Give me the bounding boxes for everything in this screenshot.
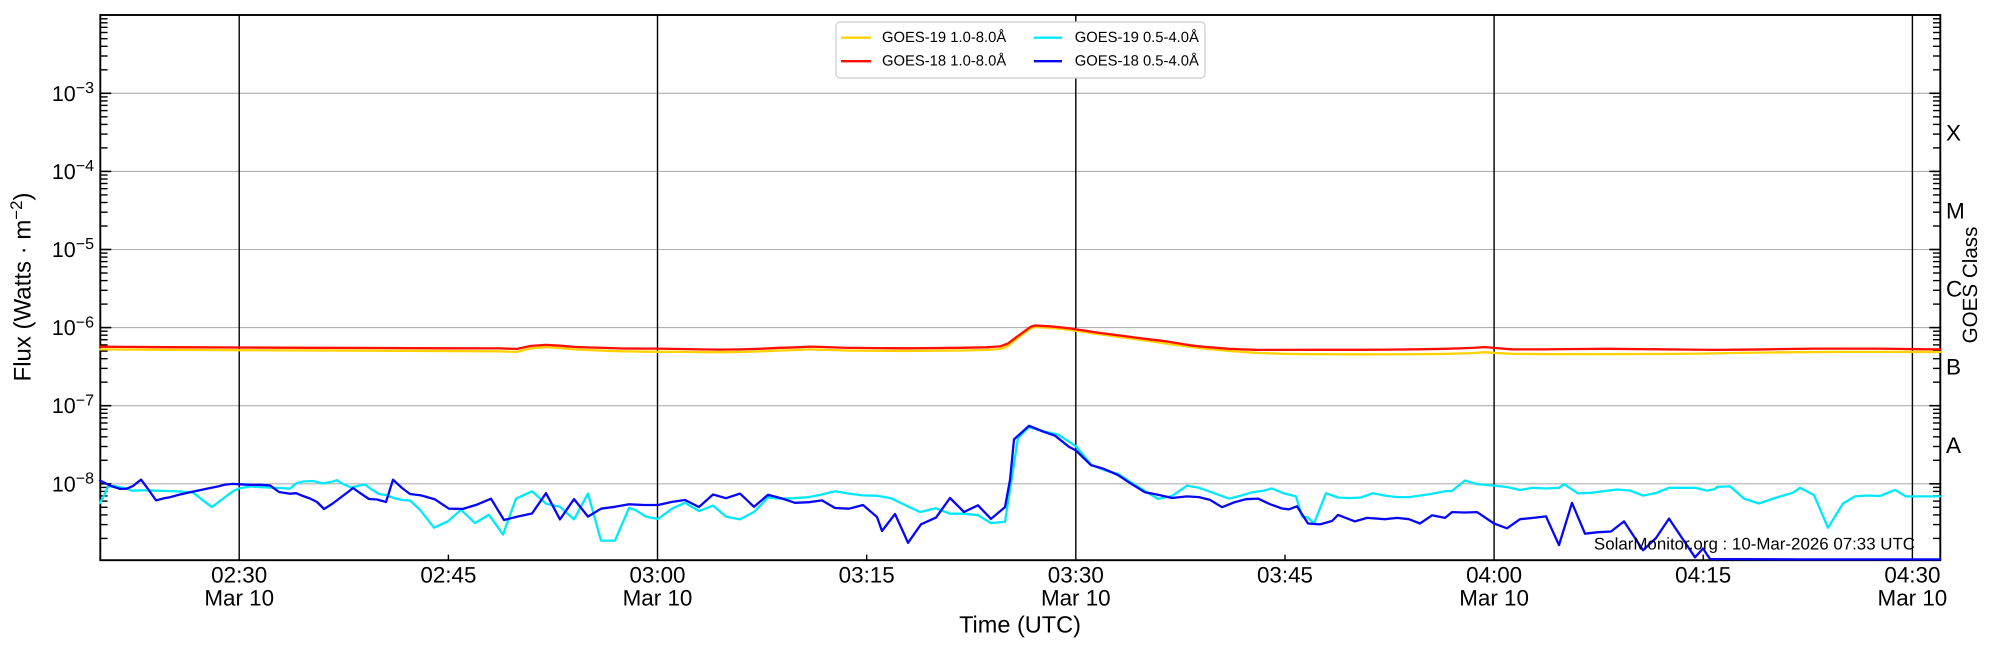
svg-text:A: A (1946, 433, 1961, 458)
svg-text:GOES-18 0.5-4.0Å: GOES-18 0.5-4.0Å (1075, 52, 1199, 69)
svg-text:M: M (1946, 199, 1965, 224)
svg-text:Mar 10: Mar 10 (204, 586, 274, 611)
svg-text:GOES-19 1.0-8.0Å: GOES-19 1.0-8.0Å (882, 29, 1006, 46)
svg-text:Mar 10: Mar 10 (623, 586, 693, 611)
svg-text:GOES Class: GOES Class (1959, 227, 1982, 344)
svg-text:SolarMonitor.org : 10-Mar-2026: SolarMonitor.org : 10-Mar-2026 07:33 UTC (1594, 535, 1915, 554)
svg-text:04:15: 04:15 (1675, 562, 1731, 587)
svg-text:B: B (1946, 355, 1961, 380)
svg-text:GOES-19 0.5-4.0Å: GOES-19 0.5-4.0Å (1075, 29, 1199, 46)
svg-text:10−7: 10−7 (52, 392, 94, 418)
svg-text:Mar 10: Mar 10 (1878, 586, 1948, 611)
svg-text:GOES-18 1.0-8.0Å: GOES-18 1.0-8.0Å (882, 52, 1006, 69)
svg-text:03:15: 03:15 (839, 562, 895, 587)
svg-text:03:30: 03:30 (1048, 562, 1104, 587)
svg-text:Time (UTC): Time (UTC) (959, 611, 1081, 637)
svg-text:02:45: 02:45 (420, 562, 476, 587)
svg-text:04:00: 04:00 (1466, 562, 1522, 587)
svg-text:Mar 10: Mar 10 (1459, 586, 1529, 611)
svg-text:10−5: 10−5 (52, 236, 94, 262)
svg-text:03:00: 03:00 (629, 562, 685, 587)
svg-text:Mar 10: Mar 10 (1041, 586, 1111, 611)
svg-text:X: X (1946, 120, 1961, 145)
svg-text:Flux (Watts · m−2): Flux (Watts · m−2) (7, 193, 37, 382)
svg-text:C: C (1946, 277, 1962, 302)
svg-text:02:30: 02:30 (211, 562, 267, 587)
svg-text:04:30: 04:30 (1884, 562, 1940, 587)
svg-text:03:45: 03:45 (1257, 562, 1313, 587)
